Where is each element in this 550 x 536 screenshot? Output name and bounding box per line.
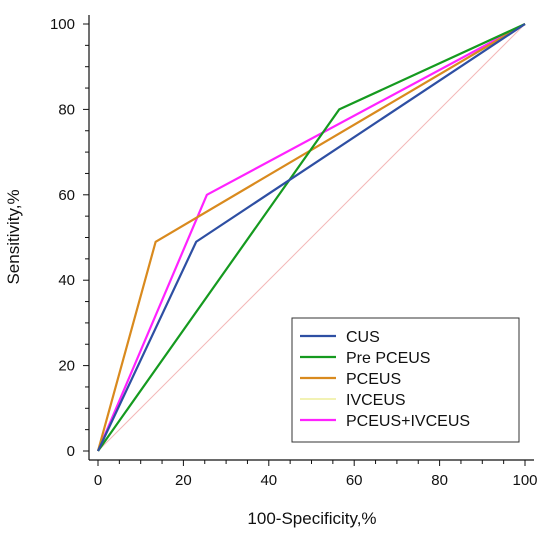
x-tick-label: 80 — [431, 472, 448, 489]
legend-label-ivceus: IVCEUS — [346, 392, 406, 409]
x-tick-label: 40 — [260, 472, 277, 489]
legend-label-pceus-ivceus: PCEUS+IVCEUS — [346, 413, 470, 430]
series-line-cus — [97, 23, 526, 452]
y-axis-title: Sensitivity,% — [4, 189, 23, 284]
y-tick-label: 0 — [67, 443, 75, 460]
legend-box — [291, 317, 520, 443]
axes-layer — [83, 15, 534, 466]
tick-labels-layer: 0 20 40 60 80 100 0 20 40 60 80 100 — [50, 16, 538, 489]
y-tick-label: 20 — [58, 358, 75, 375]
reference-line-layer — [97, 23, 526, 452]
series-line-pceus — [96, 23, 526, 452]
y-tick-label: 80 — [58, 101, 75, 118]
x-tick-label: 100 — [512, 472, 537, 489]
legend-label-pceus: PCEUS — [346, 371, 401, 388]
legend-label-pre-pceus: Pre PCEUS — [346, 350, 430, 367]
legend-label-cus: CUS — [346, 329, 380, 346]
x-axis-title: 100-Specificity,% — [247, 509, 376, 528]
x-tick-label: 0 — [94, 472, 102, 489]
series-layer — [96, 23, 526, 452]
y-tick-label: 100 — [50, 16, 75, 33]
reference-diagonal-line — [97, 23, 526, 452]
x-tick-label: 60 — [346, 472, 363, 489]
y-tick-label: 40 — [58, 272, 75, 289]
x-tick-label: 20 — [175, 472, 192, 489]
series-line-pre-pceus — [97, 23, 526, 452]
legend: CUS Pre PCEUS PCEUS IVCEUS PCEUS+IVCEUS — [291, 317, 520, 443]
series-line-pceus-ivceus — [96, 23, 526, 452]
legend-items: CUS Pre PCEUS PCEUS IVCEUS PCEUS+IVCEUS — [300, 329, 470, 430]
y-tick-label: 60 — [58, 187, 75, 204]
